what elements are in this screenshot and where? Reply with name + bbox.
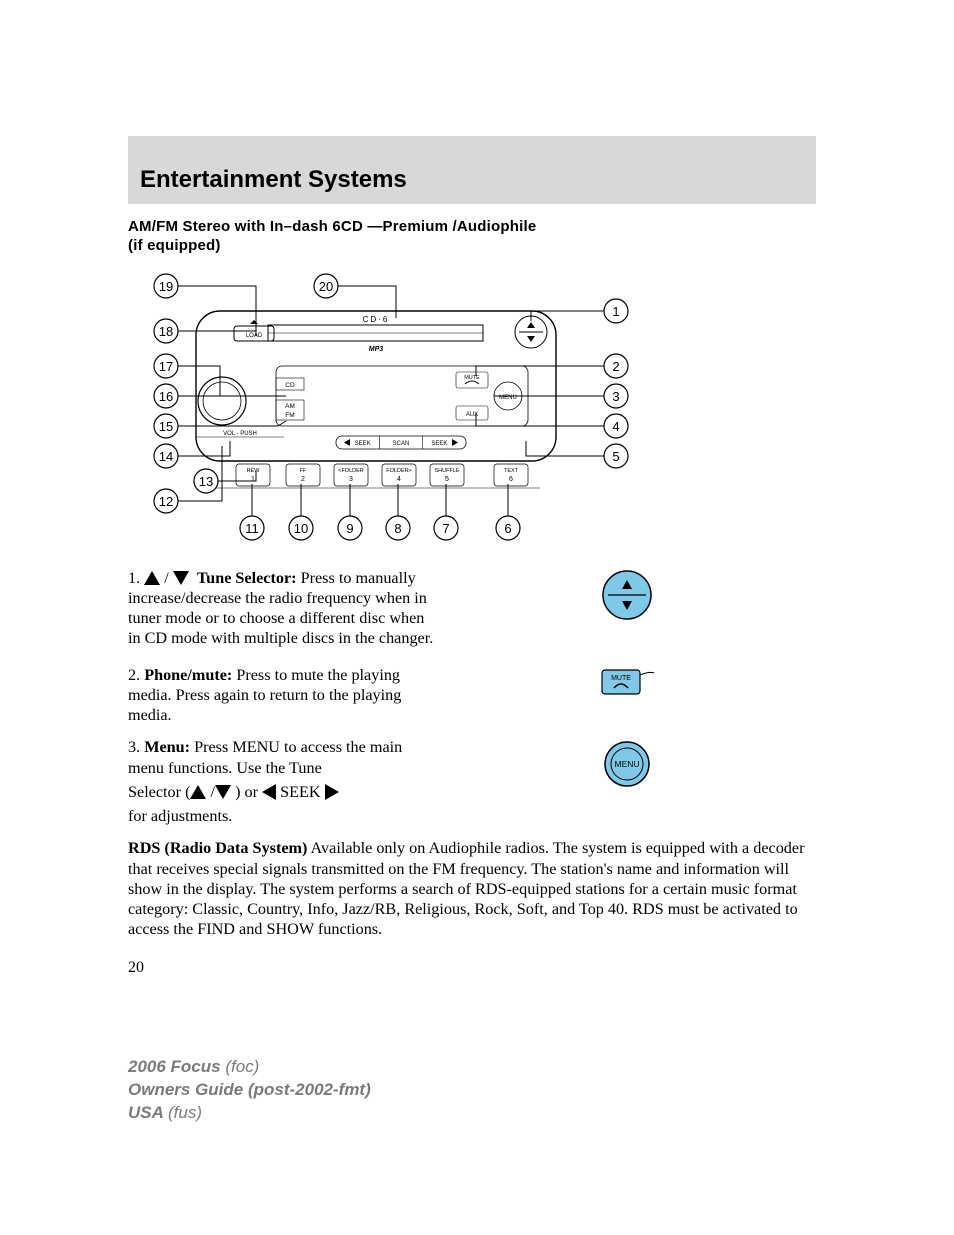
menu-button-icon: MENU [600,737,654,791]
triangle-right-icon [325,784,339,800]
svg-text:11: 11 [245,521,259,536]
svg-text:FOLDER>: FOLDER> [386,468,412,474]
item-1-number: 1. [128,569,140,587]
svg-text:16: 16 [159,389,173,404]
svg-text:VOL - PUSH: VOL - PUSH [223,431,257,437]
item-3-number: 3. [128,738,144,756]
triangle-down-icon [215,785,231,799]
svg-text:6: 6 [504,521,511,536]
svg-text:1: 1 [612,304,619,319]
item-2-label: Phone/mute: [144,666,232,684]
tune-selector-icon [600,568,654,622]
item-3-label: Menu: [144,738,190,756]
item-3-desc-c: ) or [231,783,262,801]
item-3-text-b: Selector ( / ) or SEEK [128,782,438,802]
svg-text:2: 2 [301,476,305,483]
svg-text:CD·6: CD·6 [363,315,390,324]
header-band: Entertainment Systems [128,136,816,204]
svg-text:3: 3 [612,389,619,404]
svg-text:5: 5 [612,449,619,464]
subheading: AM/FM Stereo with In–dash 6CD —Premium /… [128,218,816,256]
item-1-label: Tune Selector: [197,569,297,587]
page: Entertainment Systems AM/FM Stereo with … [0,0,954,1235]
footer-region-code: (fus) [168,1103,202,1122]
svg-text:TEXT: TEXT [504,468,519,474]
svg-text:13: 13 [199,474,213,489]
footer-model: 2006 Focus [128,1057,225,1076]
svg-text:FM: FM [285,412,294,419]
menu-icon-label: MENU [614,759,639,769]
footer-guide: Owners Guide (post-2002-fmt) [128,1079,371,1102]
svg-text:20: 20 [319,279,333,294]
svg-text:6: 6 [509,476,513,483]
svg-text:17: 17 [159,359,173,374]
item-3-text-a: 3. Menu: Press MENU to access the main m… [128,737,438,778]
svg-text:SHUFFLE: SHUFFLE [434,468,459,474]
svg-text:4: 4 [397,476,401,483]
item-1-text: 1. / Tune Selector: Press to manually in… [128,568,438,649]
item-2-number: 2. [128,666,144,684]
svg-text:SCAN: SCAN [393,441,410,447]
footer-model-code: (foc) [225,1057,259,1076]
svg-text:19: 19 [159,279,173,294]
svg-text:SEEK: SEEK [431,441,447,447]
mute-button-icon: MUTE [597,665,657,699]
svg-text:LOAD: LOAD [246,333,263,339]
svg-text:3: 3 [349,476,353,483]
item-2-row: 2. Phone/mute: Press to mute the playing… [128,665,816,736]
svg-text:5: 5 [445,476,449,483]
svg-text:14: 14 [159,449,173,464]
svg-text:AM: AM [285,403,295,410]
svg-text:SEEK: SEEK [355,441,371,447]
svg-text:FF: FF [300,468,307,474]
item-2-text: 2. Phone/mute: Press to mute the playing… [128,665,438,726]
subhead-line-1: AM/FM Stereo with In–dash 6CD —Premium /… [128,218,536,235]
svg-text:8: 8 [394,521,401,536]
svg-text:MUTE: MUTE [464,375,480,381]
svg-text:<FOLDER: <FOLDER [338,468,364,474]
rds-paragraph: RDS (Radio Data System) Available only o… [128,838,816,939]
svg-text:9: 9 [346,521,353,536]
svg-text:18: 18 [159,324,173,339]
rds-label: RDS (Radio Data System) [128,839,307,857]
item-1-row: 1. / Tune Selector: Press to manually in… [128,568,816,659]
footer: 2006 Focus (foc) Owners Guide (post-2002… [128,1056,371,1125]
radio-diagram-svg: LOADCD·6MP3VOL - PUSHCDAMFMMUTEMENUAUXSE… [136,266,634,546]
body-text: 1. / Tune Selector: Press to manually in… [128,568,816,978]
item-3-desc-b: Selector ( [128,783,190,801]
footer-region: USA [128,1103,168,1122]
svg-text:1: 1 [251,476,255,483]
item-3-text-e: for adjustments. [128,806,438,826]
svg-text:12: 12 [159,494,173,509]
section-title: Entertainment Systems [140,166,816,194]
svg-text:4: 4 [612,419,619,434]
radio-diagram: LOADCD·6MP3VOL - PUSHCDAMFMMUTEMENUAUXSE… [136,266,634,546]
svg-text:15: 15 [159,419,173,434]
triangle-up-icon [144,571,160,585]
mute-icon-label: MUTE [611,675,631,682]
triangle-down-icon [173,571,189,585]
svg-text:7: 7 [442,521,449,536]
triangle-up-icon [190,785,206,799]
subhead-line-2: (if equipped) [128,237,221,254]
svg-text:10: 10 [294,521,308,536]
item-3-desc-d: SEEK [276,783,321,801]
svg-text:2: 2 [612,359,619,374]
item-3-row: 3. Menu: Press MENU to access the main m… [128,737,816,836]
triangle-left-icon [262,784,276,800]
svg-text:REW: REW [247,468,261,474]
page-number: 20 [128,958,816,978]
svg-text:CD: CD [285,382,295,389]
svg-text:MP3: MP3 [369,346,384,353]
